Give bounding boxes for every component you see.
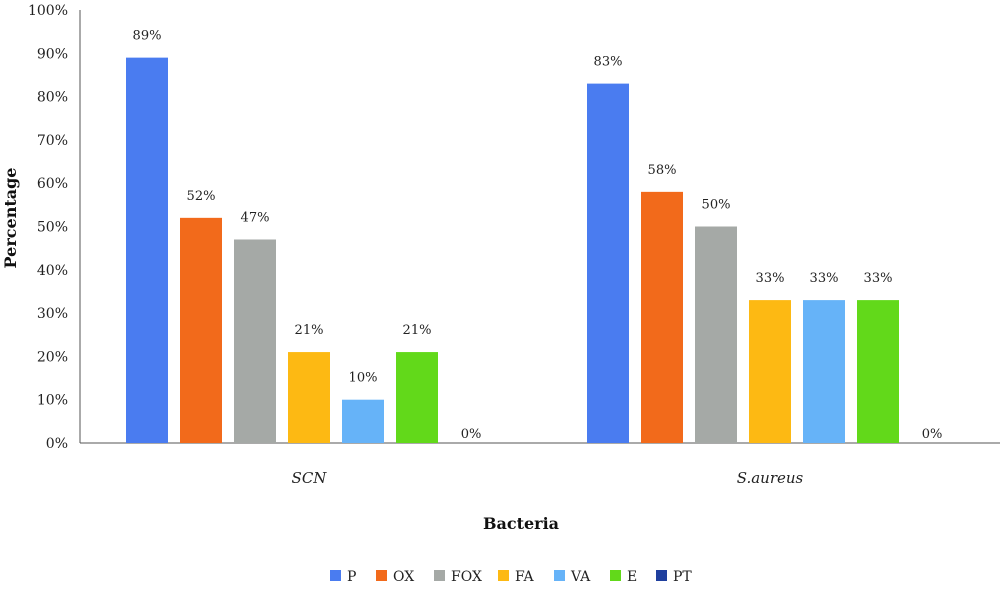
legend-swatch-ox (376, 570, 387, 581)
bar-fa (749, 300, 791, 443)
bar-fox (695, 226, 737, 443)
legend-label: PT (673, 569, 692, 585)
y-tick-label: 60% (37, 176, 68, 192)
bar-p (126, 57, 168, 443)
y-tick-label: 100% (28, 3, 68, 19)
bar-ox (641, 191, 683, 443)
legend-swatch-va (554, 570, 565, 581)
category-labels: SCN S.aureus (292, 469, 804, 487)
y-tick-label: 10% (37, 393, 68, 409)
data-label: 47% (241, 210, 270, 225)
y-axis-title: Percentage (1, 168, 20, 269)
legend-label: OX (393, 569, 414, 585)
legend-label: VA (570, 569, 591, 585)
bar-va (342, 399, 384, 443)
data-label: 10% (349, 371, 378, 386)
data-label: 33% (864, 271, 893, 286)
bar-e (396, 352, 438, 443)
data-label: 83% (594, 55, 623, 70)
y-tick-label: 40% (37, 263, 68, 279)
bars-group: 89% 52% 47% 21% 10% 21% 0% 83% 58% 50% 33% 33% 33% 0% (126, 29, 943, 444)
bar-e (857, 300, 899, 443)
bar-fox (234, 239, 276, 443)
bar-va (803, 300, 845, 443)
y-tick-label: 80% (37, 90, 68, 106)
data-label: 0% (461, 427, 482, 442)
legend-swatch-e (610, 570, 621, 581)
legend-label: FA (515, 569, 534, 585)
data-label: 21% (295, 323, 324, 338)
data-label: 33% (756, 271, 785, 286)
category-label: S.aureus (737, 469, 804, 487)
y-tick-label: 20% (37, 349, 68, 365)
data-label: 0% (922, 427, 943, 442)
legend-swatch-fox (434, 570, 445, 581)
data-label: 52% (187, 189, 216, 204)
data-label: 33% (810, 271, 839, 286)
bar-fa (288, 352, 330, 443)
data-label: 21% (403, 323, 432, 338)
y-tick-label: 70% (37, 133, 68, 149)
y-tick-label: 50% (37, 220, 68, 236)
data-label: 50% (702, 198, 731, 213)
legend-swatch-fa (498, 570, 509, 581)
data-label: 58% (648, 163, 677, 178)
y-tick-label: 90% (37, 46, 68, 62)
bar-p (587, 83, 629, 444)
y-axis-ticks: 0% 10% 20% 30% 40% 50% 60% 70% 80% 90% 100% (28, 3, 68, 452)
y-tick-label: 30% (37, 306, 68, 322)
legend: P OX FOX FA VA E PT (330, 569, 692, 585)
legend-label: P (347, 569, 356, 585)
bar-ox (180, 217, 222, 443)
y-tick-label: 0% (46, 436, 68, 452)
category-label: SCN (292, 469, 328, 487)
legend-label: FOX (451, 569, 482, 585)
legend-swatch-pt (656, 570, 667, 581)
legend-swatch-p (330, 570, 341, 581)
data-label: 89% (133, 29, 162, 44)
x-axis-title: Bacteria (483, 514, 559, 533)
legend-label: E (627, 569, 637, 585)
